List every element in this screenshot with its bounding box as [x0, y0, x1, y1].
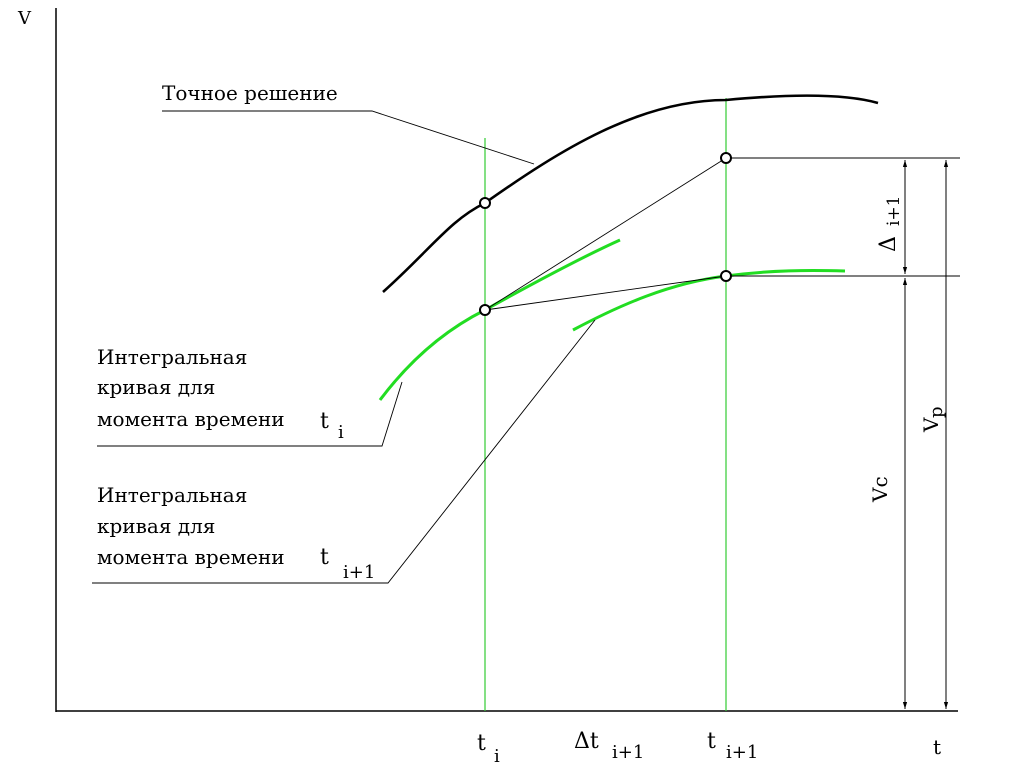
vp-label: V [919, 417, 943, 433]
delta-symbol: Δ [876, 236, 901, 252]
point-approx-ti [479, 304, 491, 316]
curve-ti-line-3: момента времени [97, 407, 285, 431]
curve-ti-subscript: i [338, 422, 344, 443]
tick-dt-symbol: Δt [574, 729, 599, 754]
point-exact-ti [479, 197, 491, 209]
point-exact-ti1 [720, 152, 732, 164]
tick-dt-subscript: i+1 [612, 742, 644, 763]
tick-ti-symbol: t [477, 731, 486, 756]
x-axis-label: t [933, 735, 941, 759]
curve-ti1-symbol: t [320, 545, 329, 570]
point-approx-ti1 [720, 270, 732, 282]
secant-ti-to-ti1 [484, 275, 727, 311]
integral-curve-ti1 [572, 269, 846, 332]
curve-ti1-line-1: Интегральная [97, 483, 247, 507]
curve-ti1-subscript: i+1 [343, 562, 375, 583]
curve-ti1-line-2: кривая для [97, 514, 215, 538]
curve-ti1-leader [92, 319, 596, 584]
y-axis-label: V [17, 8, 32, 29]
delta-subscript: i+1 [884, 196, 904, 227]
curve-ti1-line-3: момента времени [97, 545, 285, 569]
integral-curve-ti [378, 238, 621, 401]
exact-solution-curve [382, 94, 879, 293]
curve-ti-symbol: t [320, 409, 329, 434]
vp-subscript: p [926, 406, 947, 418]
tick-ti1-subscript: i+1 [726, 742, 758, 763]
curve-ti-line-1: Интегральная [97, 345, 247, 369]
secant-ti-to-exact [484, 157, 727, 311]
tick-ti-subscript: i [494, 746, 500, 767]
exact-solution-label: Точное решение [162, 81, 338, 105]
tick-ti1-symbol: t [707, 729, 716, 754]
curve-ti-line-2: кривая для [97, 375, 215, 399]
vc-label: Vc [868, 476, 892, 503]
exact-solution-leader [162, 110, 535, 165]
curve-ti-leader [97, 381, 403, 447]
